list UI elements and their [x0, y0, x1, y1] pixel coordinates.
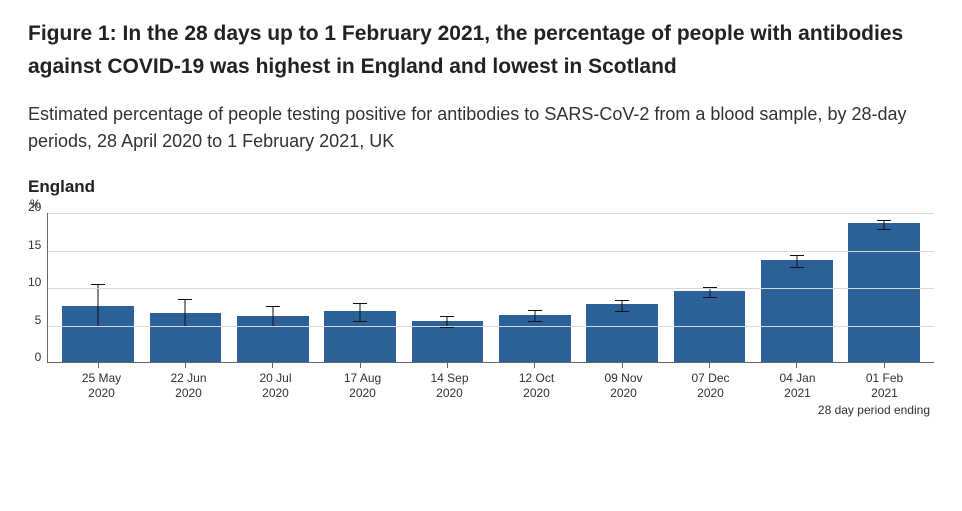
bar: [848, 223, 920, 362]
x-tick: [534, 362, 535, 368]
x-tick-label: 25 May2020: [58, 371, 145, 401]
x-tick-marks: [48, 362, 934, 368]
error-bar: [884, 220, 885, 229]
x-axis-title: 28 day period ending: [52, 403, 934, 417]
x-tick: [622, 362, 623, 368]
x-tick: [272, 362, 273, 368]
x-tick: [360, 362, 361, 368]
error-bar: [534, 310, 535, 321]
series-label: England: [28, 177, 934, 197]
error-cap-bottom: [703, 297, 717, 298]
x-tick-label: 20 Jul2020: [232, 371, 319, 401]
gridline: [48, 288, 934, 289]
error-cap-top: [440, 316, 454, 317]
bar: [586, 304, 658, 362]
error-bar: [796, 255, 797, 267]
error-cap-bottom: [440, 327, 454, 328]
error-bar: [622, 300, 623, 311]
error-cap-top: [266, 306, 280, 307]
x-tick-label: 01 Feb2021: [841, 371, 928, 401]
error-cap-top: [528, 310, 542, 311]
gridline: [48, 213, 934, 214]
error-bar: [360, 303, 361, 321]
x-tick: [447, 362, 448, 368]
error-cap-top: [91, 284, 105, 285]
x-tick: [709, 362, 710, 368]
gridline: [48, 251, 934, 252]
y-axis-unit: %: [30, 197, 934, 211]
error-cap-top: [615, 300, 629, 301]
error-cap-bottom: [615, 311, 629, 312]
x-tick: [884, 362, 885, 368]
error-cap-bottom: [353, 321, 367, 322]
x-axis-labels: 25 May202022 Jun202020 Jul202017 Aug2020…: [52, 371, 934, 401]
error-cap-top: [790, 255, 804, 256]
y-axis: 20151050: [28, 213, 47, 363]
x-tick-label: 04 Jan2021: [754, 371, 841, 401]
figure-subtitle: Estimated percentage of people testing p…: [28, 101, 934, 155]
error-bar: [98, 284, 99, 325]
error-cap-top: [353, 303, 367, 304]
x-tick-label: 12 Oct2020: [493, 371, 580, 401]
x-tick-label: 07 Dec2020: [667, 371, 754, 401]
gridline: [48, 326, 934, 327]
bar: [761, 260, 833, 362]
figure-title: Figure 1: In the 28 days up to 1 Februar…: [28, 18, 934, 83]
x-tick-label: 14 Sep2020: [406, 371, 493, 401]
error-cap-bottom: [877, 229, 891, 230]
x-tick-label: 22 Jun2020: [145, 371, 232, 401]
error-bar: [272, 306, 273, 326]
error-cap-top: [178, 299, 192, 300]
x-tick-label: 17 Aug2020: [319, 371, 406, 401]
x-tick: [796, 362, 797, 368]
error-cap-bottom: [790, 267, 804, 268]
error-bar: [185, 299, 186, 326]
chart-area: 20151050: [28, 213, 934, 363]
error-cap-bottom: [528, 321, 542, 322]
x-tick-label: 09 Nov2020: [580, 371, 667, 401]
x-tick: [98, 362, 99, 368]
x-tick: [185, 362, 186, 368]
plot-area: [47, 213, 934, 363]
error-cap-top: [877, 220, 891, 221]
